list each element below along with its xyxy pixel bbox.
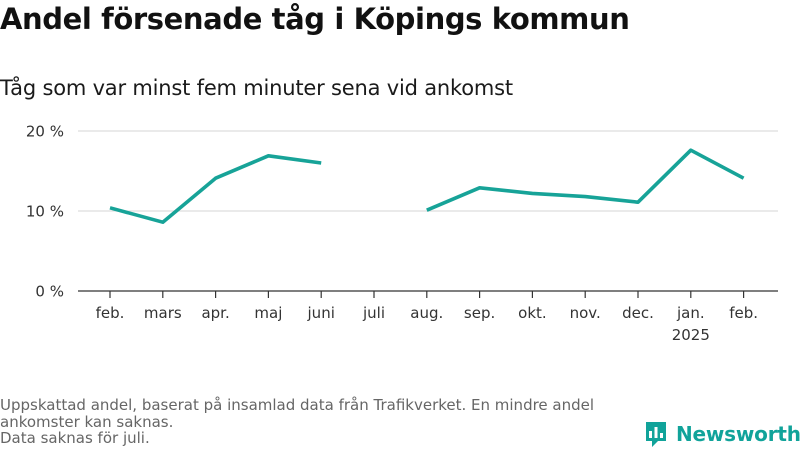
y-tick-label: 20 % [26, 123, 64, 141]
series-line-segment [109, 154, 322, 224]
x-tick-label: juli [362, 304, 385, 322]
x-tick-label: sep. [464, 304, 495, 322]
x-tick-label: feb. [96, 304, 125, 322]
x-tick-label: jan. [676, 304, 705, 322]
x-year-label: 2025 [672, 326, 710, 344]
x-tick-label: maj [254, 304, 282, 322]
x-tick-label: feb. [729, 304, 758, 322]
x-tick-label: mars [144, 304, 182, 322]
x-tick-label: okt. [518, 304, 547, 322]
series-lines [109, 148, 745, 224]
chart-title: Andel försenade tåg i Köpings kommun [0, 2, 630, 36]
chart-subtitle: Tåg som var minst fem minuter sena vid a… [0, 76, 513, 100]
footnote-missing-data: Data saknas för juli. [0, 429, 150, 447]
footnote-source: Uppskattad andel, baserat på insamlad da… [0, 396, 595, 431]
footnote: Uppskattad andel, baserat på insamlad da… [0, 397, 640, 447]
y-tick-label: 10 % [26, 203, 64, 221]
x-tick-label: dec. [622, 304, 654, 322]
x-axis-tick-labels: feb. mars apr. maj juni juli aug. sep. okt. nov. d… [96, 291, 758, 344]
gridlines [78, 130, 778, 212]
x-tick-label: apr. [201, 304, 229, 322]
series-line-segment [426, 148, 745, 212]
newsworthy-logo[interactable]: Newsworthy [644, 420, 800, 448]
newsworthy-logo-icon [646, 422, 666, 447]
x-tick-label: aug. [410, 304, 443, 322]
x-tick-label: nov. [570, 304, 601, 322]
y-axis-tick-labels: 0 % 10 % 20 % [26, 123, 64, 301]
line-chart: 0 % 10 % 20 % feb. mars apr. maj juni juli aug. s… [26, 123, 778, 344]
y-tick-label: 0 % [35, 283, 64, 301]
x-tick-label: juni [307, 304, 335, 322]
brand-name: Newsworthy [676, 422, 800, 446]
